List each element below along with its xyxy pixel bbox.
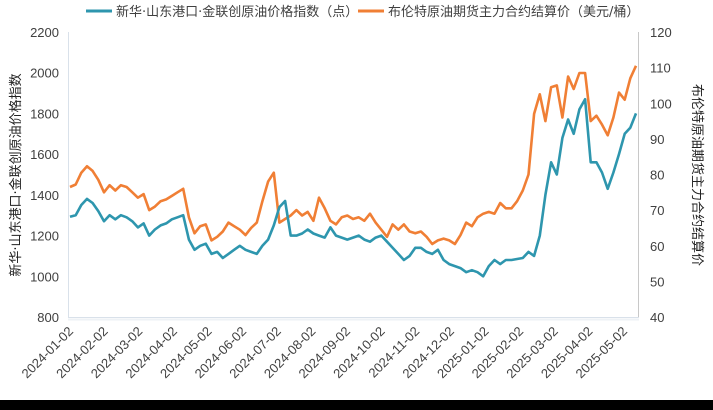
right-axis-title: 布伦特原油期货主力合约结算价: [689, 84, 705, 266]
right-y-tick-label: 100: [650, 96, 672, 111]
right-y-tick-label: 60: [650, 239, 664, 254]
left-y-axis-ticks: 800 1000 1200 1400 1600 1800 2000 2200: [30, 25, 59, 325]
right-y-axis-ticks: 40 50 60 70 80 90 100 110 120: [650, 25, 672, 325]
series-line-index: [69, 97, 638, 278]
left-y-tick-label: 1400: [30, 188, 59, 203]
right-y-tick-label: 90: [650, 132, 664, 147]
left-y-tick-label: 1600: [30, 147, 59, 162]
left-y-tick-label: 2200: [30, 25, 59, 40]
legend-label-index: 新华·山东港口·金联创原油价格指数（点）: [116, 4, 358, 20]
left-y-tick-label: 2000: [30, 66, 59, 81]
line-chart: 新华·山东港口·金联创原油价格指数（点） 布伦特原油期货主力合约结算价（美元/桶…: [8, 4, 705, 382]
series-line-brent: [69, 65, 638, 246]
x-axis-ticks: 2024-01-022024-02-022024-03-022024-04-02…: [18, 324, 630, 382]
legend: 新华·山东港口·金联创原油价格指数（点） 布伦特原油期货主力合约结算价（美元/桶…: [86, 4, 639, 20]
bottom-bar: [0, 400, 713, 410]
left-axis-title: 新华·山东港口·金联创原油价格指数: [8, 73, 24, 276]
right-y-tick-label: 80: [650, 168, 664, 183]
right-y-tick-label: 70: [650, 203, 664, 218]
left-y-tick-label: 1200: [30, 229, 59, 244]
left-y-tick-label: 800: [37, 310, 59, 325]
right-y-tick-label: 110: [650, 61, 671, 76]
right-y-tick-label: 40: [650, 310, 664, 325]
right-y-tick-label: 50: [650, 274, 664, 289]
legend-label-brent: 布伦特原油期货主力合约结算价（美元/桶）: [388, 4, 639, 20]
left-y-tick-label: 1000: [30, 269, 59, 284]
plot-area: [68, 32, 639, 321]
right-y-tick-label: 120: [650, 25, 672, 40]
left-y-tick-label: 1800: [30, 106, 59, 121]
